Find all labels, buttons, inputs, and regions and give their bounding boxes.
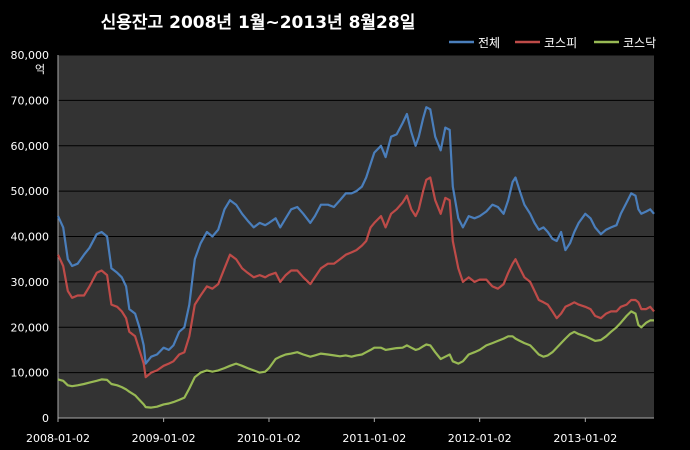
y-tick-label: 40,000 bbox=[11, 231, 50, 244]
y-tick-label: 20,000 bbox=[11, 321, 50, 334]
y-tick-label: 70,000 bbox=[11, 94, 50, 107]
y-tick-label: 10,000 bbox=[11, 367, 50, 380]
chart-title: 신용잔고 2008년 1월~2013년 8월28일 bbox=[101, 13, 416, 33]
y-tick-label: 30,000 bbox=[11, 276, 50, 289]
y-axis-unit-label: 억 bbox=[35, 63, 45, 76]
x-tick-label: 2013-01-02 bbox=[553, 432, 617, 445]
y-tick-label: 0 bbox=[42, 412, 49, 425]
x-tick-label: 2009-01-02 bbox=[132, 432, 196, 445]
legend-label-2: 코스피 bbox=[544, 36, 577, 50]
y-tick-label: 60,000 bbox=[11, 140, 50, 153]
x-tick-label: 2012-01-02 bbox=[448, 432, 512, 445]
legend-label-3: 코스닥 bbox=[623, 36, 656, 50]
y-tick-label: 50,000 bbox=[11, 185, 50, 198]
series-line-3 bbox=[57, 310, 654, 409]
series-line-1 bbox=[57, 106, 655, 365]
x-tick-label: 2010-01-02 bbox=[237, 432, 301, 445]
series-line-2 bbox=[57, 176, 655, 379]
x-tick-label: 2011-01-02 bbox=[342, 432, 406, 445]
x-tick-label: 2008-01-02 bbox=[26, 432, 90, 445]
legend-label-1: 전체 bbox=[478, 36, 500, 50]
y-tick-label: 80,000 bbox=[11, 49, 50, 62]
